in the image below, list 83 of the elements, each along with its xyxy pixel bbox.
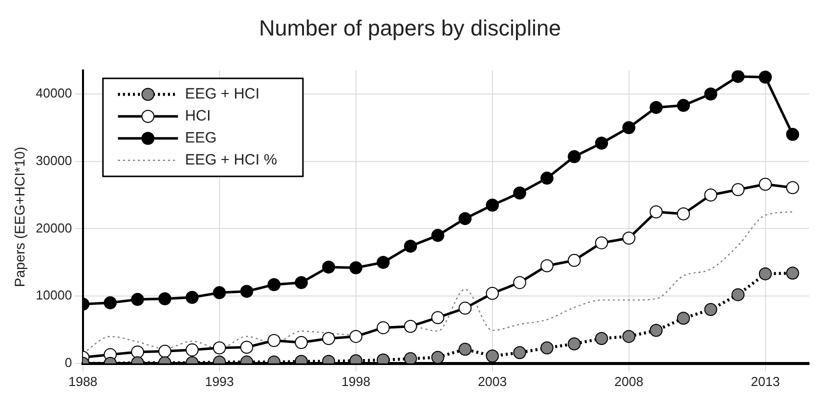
point: [240, 284, 254, 298]
point: [458, 342, 472, 356]
point: [622, 121, 636, 134]
point: [568, 150, 581, 164]
point: [732, 183, 745, 196]
point: [595, 136, 608, 150]
point: [404, 240, 417, 253]
point: [349, 261, 362, 274]
point: [786, 181, 800, 194]
y-tick-label: 10000: [36, 288, 72, 303]
point: [404, 352, 417, 364]
point: [595, 236, 608, 250]
point: [458, 302, 472, 315]
y-tick-label: 40000: [36, 86, 72, 101]
point: [322, 260, 336, 274]
point: [486, 349, 499, 362]
point: [758, 70, 772, 84]
point: [540, 259, 554, 272]
point: [540, 341, 554, 354]
point: [704, 188, 718, 202]
point: [294, 276, 308, 290]
point: [212, 286, 226, 300]
point: [540, 172, 554, 185]
x-tick-label: 1993: [204, 374, 234, 389]
point: [404, 320, 417, 333]
legend-label: EEG: [184, 130, 217, 147]
y-tick-label: 20000: [36, 220, 72, 236]
point: [595, 332, 608, 345]
point: [158, 344, 172, 358]
point: [758, 267, 772, 280]
x-tick-label: 1998: [341, 374, 370, 389]
point: [513, 186, 526, 200]
point: [131, 292, 144, 306]
x-tick-label: 2008: [614, 374, 644, 389]
point: [186, 343, 199, 356]
point: [376, 321, 390, 334]
y-axis-title: Papers (EEG+HCI*10): [11, 146, 28, 288]
point: [376, 256, 390, 269]
point: [622, 232, 636, 245]
point: [650, 205, 663, 218]
point: [786, 128, 800, 141]
point: [431, 228, 444, 242]
point: [294, 336, 308, 350]
x-tick-label: 2003: [478, 374, 507, 389]
point: [568, 337, 581, 350]
point: [568, 254, 581, 267]
point: [676, 207, 690, 220]
point: [704, 87, 718, 100]
y-tick-label: 30000: [36, 152, 72, 168]
point: [322, 332, 336, 345]
chart-title: Number of papers by discipline: [258, 15, 562, 40]
point: [431, 311, 444, 324]
point: [732, 288, 745, 302]
x-tick-label: 2013: [750, 374, 780, 389]
point: [212, 341, 226, 354]
y-tick-label: 0: [64, 354, 72, 370]
point: [268, 278, 281, 292]
point: [104, 296, 117, 310]
point: [676, 98, 690, 112]
point: [704, 303, 718, 316]
legend-label: HCI: [184, 108, 211, 125]
point: [458, 212, 472, 226]
point: [486, 198, 499, 212]
x-tick-label: 1988: [68, 374, 98, 389]
point: [786, 266, 800, 280]
point: [486, 286, 499, 300]
point: [131, 345, 144, 358]
point: [622, 330, 636, 343]
point: [758, 178, 772, 191]
point: [431, 350, 444, 364]
legend-label: EEG + HCI: [184, 86, 260, 103]
point: [349, 330, 362, 343]
point: [650, 324, 663, 337]
point: [186, 290, 199, 304]
point: [268, 334, 281, 347]
legend-label: EEG + HCI %: [184, 152, 278, 169]
point: [650, 100, 663, 114]
point: [158, 292, 172, 306]
point: [732, 70, 745, 83]
point: [240, 340, 254, 354]
point: [513, 276, 526, 290]
point: [513, 346, 526, 360]
point: [676, 312, 690, 325]
